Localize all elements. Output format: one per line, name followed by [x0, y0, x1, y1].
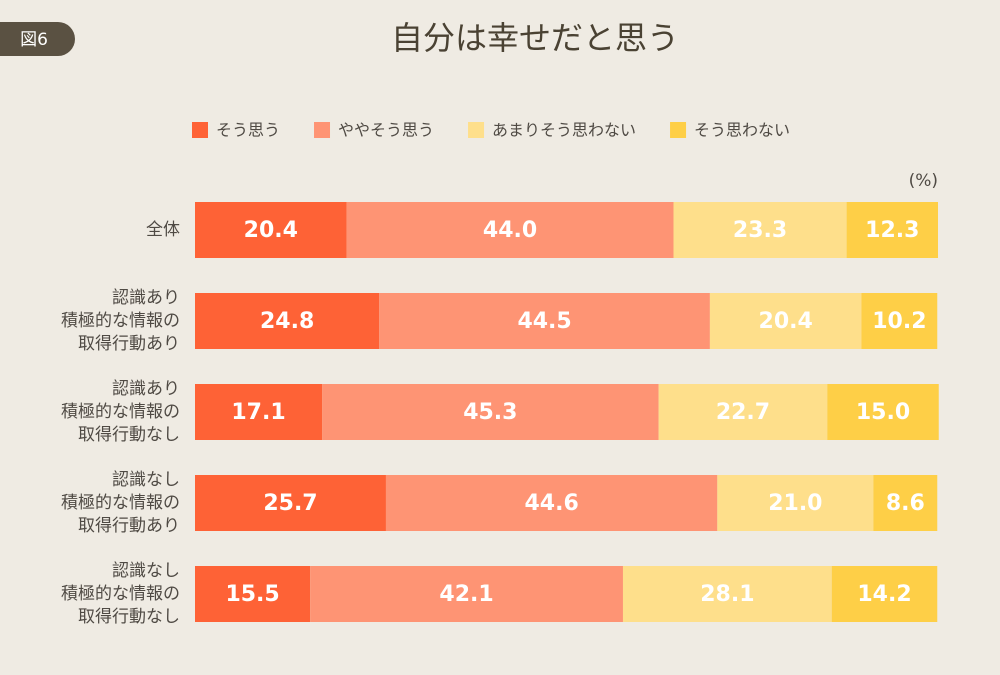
- badge-shape: [0, 22, 75, 56]
- bar-segment: [717, 475, 874, 531]
- bar-segment: [322, 384, 659, 440]
- bar-segment: [873, 475, 938, 531]
- category-label: 認識なし: [112, 561, 180, 581]
- unit-label: (%): [909, 171, 938, 191]
- category-label: 積極的な情報の: [61, 402, 180, 422]
- value-label: 28.1: [700, 582, 754, 607]
- value-label: 8.6: [886, 491, 925, 516]
- bar-segment: [673, 202, 847, 258]
- legend-swatch: [192, 122, 208, 138]
- bar-segment: [831, 566, 938, 622]
- category-label: 認識なし: [112, 470, 180, 490]
- value-label: 15.5: [225, 582, 279, 607]
- bar-segment: [709, 293, 862, 349]
- bar-segment: [346, 202, 674, 258]
- legend-label: ややそう思う: [338, 121, 434, 140]
- value-label: 22.7: [716, 400, 770, 425]
- bar-segment: [658, 384, 828, 440]
- category-label: 積極的な情報の: [61, 584, 180, 604]
- value-label: 44.6: [524, 491, 578, 516]
- value-label: 42.1: [439, 582, 493, 607]
- value-label: 25.7: [263, 491, 317, 516]
- value-label: 15.0: [856, 400, 910, 425]
- bar-segment: [622, 566, 832, 622]
- value-label: 20.4: [759, 309, 813, 334]
- value-label: 10.2: [872, 309, 926, 334]
- value-label: 24.8: [260, 309, 314, 334]
- category-label: 認識あり: [112, 379, 180, 399]
- badge: 図6: [20, 30, 48, 50]
- chart-title: 自分は幸せだと思う: [391, 19, 679, 57]
- legend-swatch: [314, 122, 331, 138]
- category-label: 認識あり: [112, 288, 180, 308]
- legend-label: そう思う: [216, 121, 280, 140]
- category-label: 取得行動なし: [78, 607, 180, 627]
- value-label: 20.4: [244, 218, 298, 243]
- legend-label: あまりそう思わない: [492, 121, 636, 140]
- value-label: 12.3: [865, 218, 919, 243]
- value-label: 21.0: [768, 491, 822, 516]
- category-label: 全体: [146, 220, 180, 240]
- value-label: 45.3: [463, 400, 517, 425]
- bar-segment: [846, 202, 938, 258]
- bar-segment: [195, 384, 323, 440]
- category-label: 積極的な情報の: [61, 493, 180, 513]
- value-label: 44.0: [483, 218, 537, 243]
- bar-segment: [827, 384, 939, 440]
- bar-segment: [379, 293, 710, 349]
- legend-swatch: [670, 122, 687, 138]
- bar-segment: [195, 475, 386, 531]
- bar-segment: [310, 566, 623, 622]
- bar-segment: [195, 202, 347, 258]
- legend-swatch: [468, 122, 485, 138]
- category-label: 取得行動あり: [78, 334, 180, 354]
- category-label: 積極的な情報の: [61, 311, 180, 331]
- value-label: 44.5: [517, 309, 571, 334]
- category-label: 取得行動なし: [78, 425, 180, 445]
- bar-segment: [385, 475, 718, 531]
- bar-segment: [195, 566, 311, 622]
- value-label: 14.2: [857, 582, 911, 607]
- bar-segment: [195, 293, 380, 349]
- value-label: 23.3: [733, 218, 787, 243]
- value-label: 17.1: [231, 400, 285, 425]
- bar-segment: [861, 293, 938, 349]
- legend-label: そう思わない: [694, 121, 790, 140]
- category-label: 取得行動あり: [78, 516, 180, 536]
